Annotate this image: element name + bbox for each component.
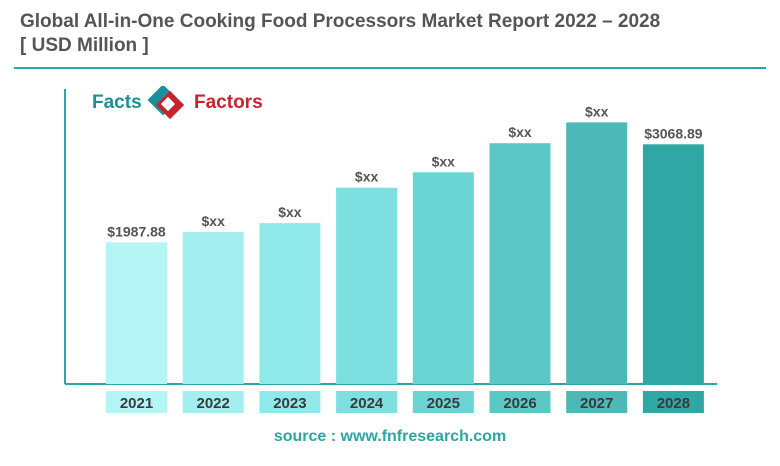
category-tab-2028 — [642, 391, 704, 413]
title-divider — [14, 67, 766, 69]
logo-word-facts: Facts — [92, 92, 142, 113]
category-tab-2022 — [182, 391, 244, 413]
category-tab-2021 — [106, 391, 167, 413]
category-tab-2024 — [336, 391, 398, 413]
data-label-2024: $xx — [355, 169, 379, 185]
data-label-2023: $xx — [278, 204, 302, 220]
bar-2028 — [642, 144, 704, 384]
category-tab-2023 — [259, 391, 321, 413]
tick-label-2022: 2022 — [197, 395, 230, 412]
facts-factors-logo-icon — [147, 86, 185, 120]
bar-2027 — [566, 122, 628, 385]
data-label-2026: $xx — [508, 124, 532, 140]
bar-2024 — [336, 187, 398, 384]
tick-label-2023: 2023 — [273, 395, 306, 412]
tick-label-2021: 2021 — [120, 395, 153, 412]
title-line-1: Global All-in-One Cooking Food Processor… — [20, 11, 661, 32]
category-tab-2027 — [566, 391, 628, 413]
tick-label-2028: 2028 — [657, 395, 690, 412]
category-tab-2026 — [489, 391, 551, 413]
source-note: source : www.fnfresearch.com — [273, 428, 507, 445]
logo-word-factors: Factors — [194, 92, 263, 113]
tick-label-2024: 2024 — [350, 395, 384, 412]
bar-2023 — [259, 223, 321, 384]
tick-label-2025: 2025 — [427, 395, 460, 412]
category-tab-2025 — [412, 391, 474, 413]
bar-2022 — [182, 232, 244, 384]
data-label-2025: $xx — [432, 153, 456, 169]
bar-2025 — [412, 172, 474, 384]
tick-label-2026: 2026 — [503, 395, 536, 412]
title-line-2: [ USD Million ] — [20, 35, 149, 56]
chart-title: Global All-in-One Cooking Food Processor… — [20, 10, 760, 58]
bar-2021 — [106, 242, 167, 384]
bar-2026 — [489, 143, 551, 384]
data-label-2028: $3068.89 — [644, 125, 703, 141]
data-label-2027: $xx — [585, 103, 609, 119]
data-label-2021: $1987.88 — [107, 223, 166, 239]
tick-label-2027: 2027 — [580, 395, 613, 412]
data-label-2022: $xx — [202, 213, 226, 229]
facts-factors-logo: Facts Factors — [92, 86, 272, 122]
